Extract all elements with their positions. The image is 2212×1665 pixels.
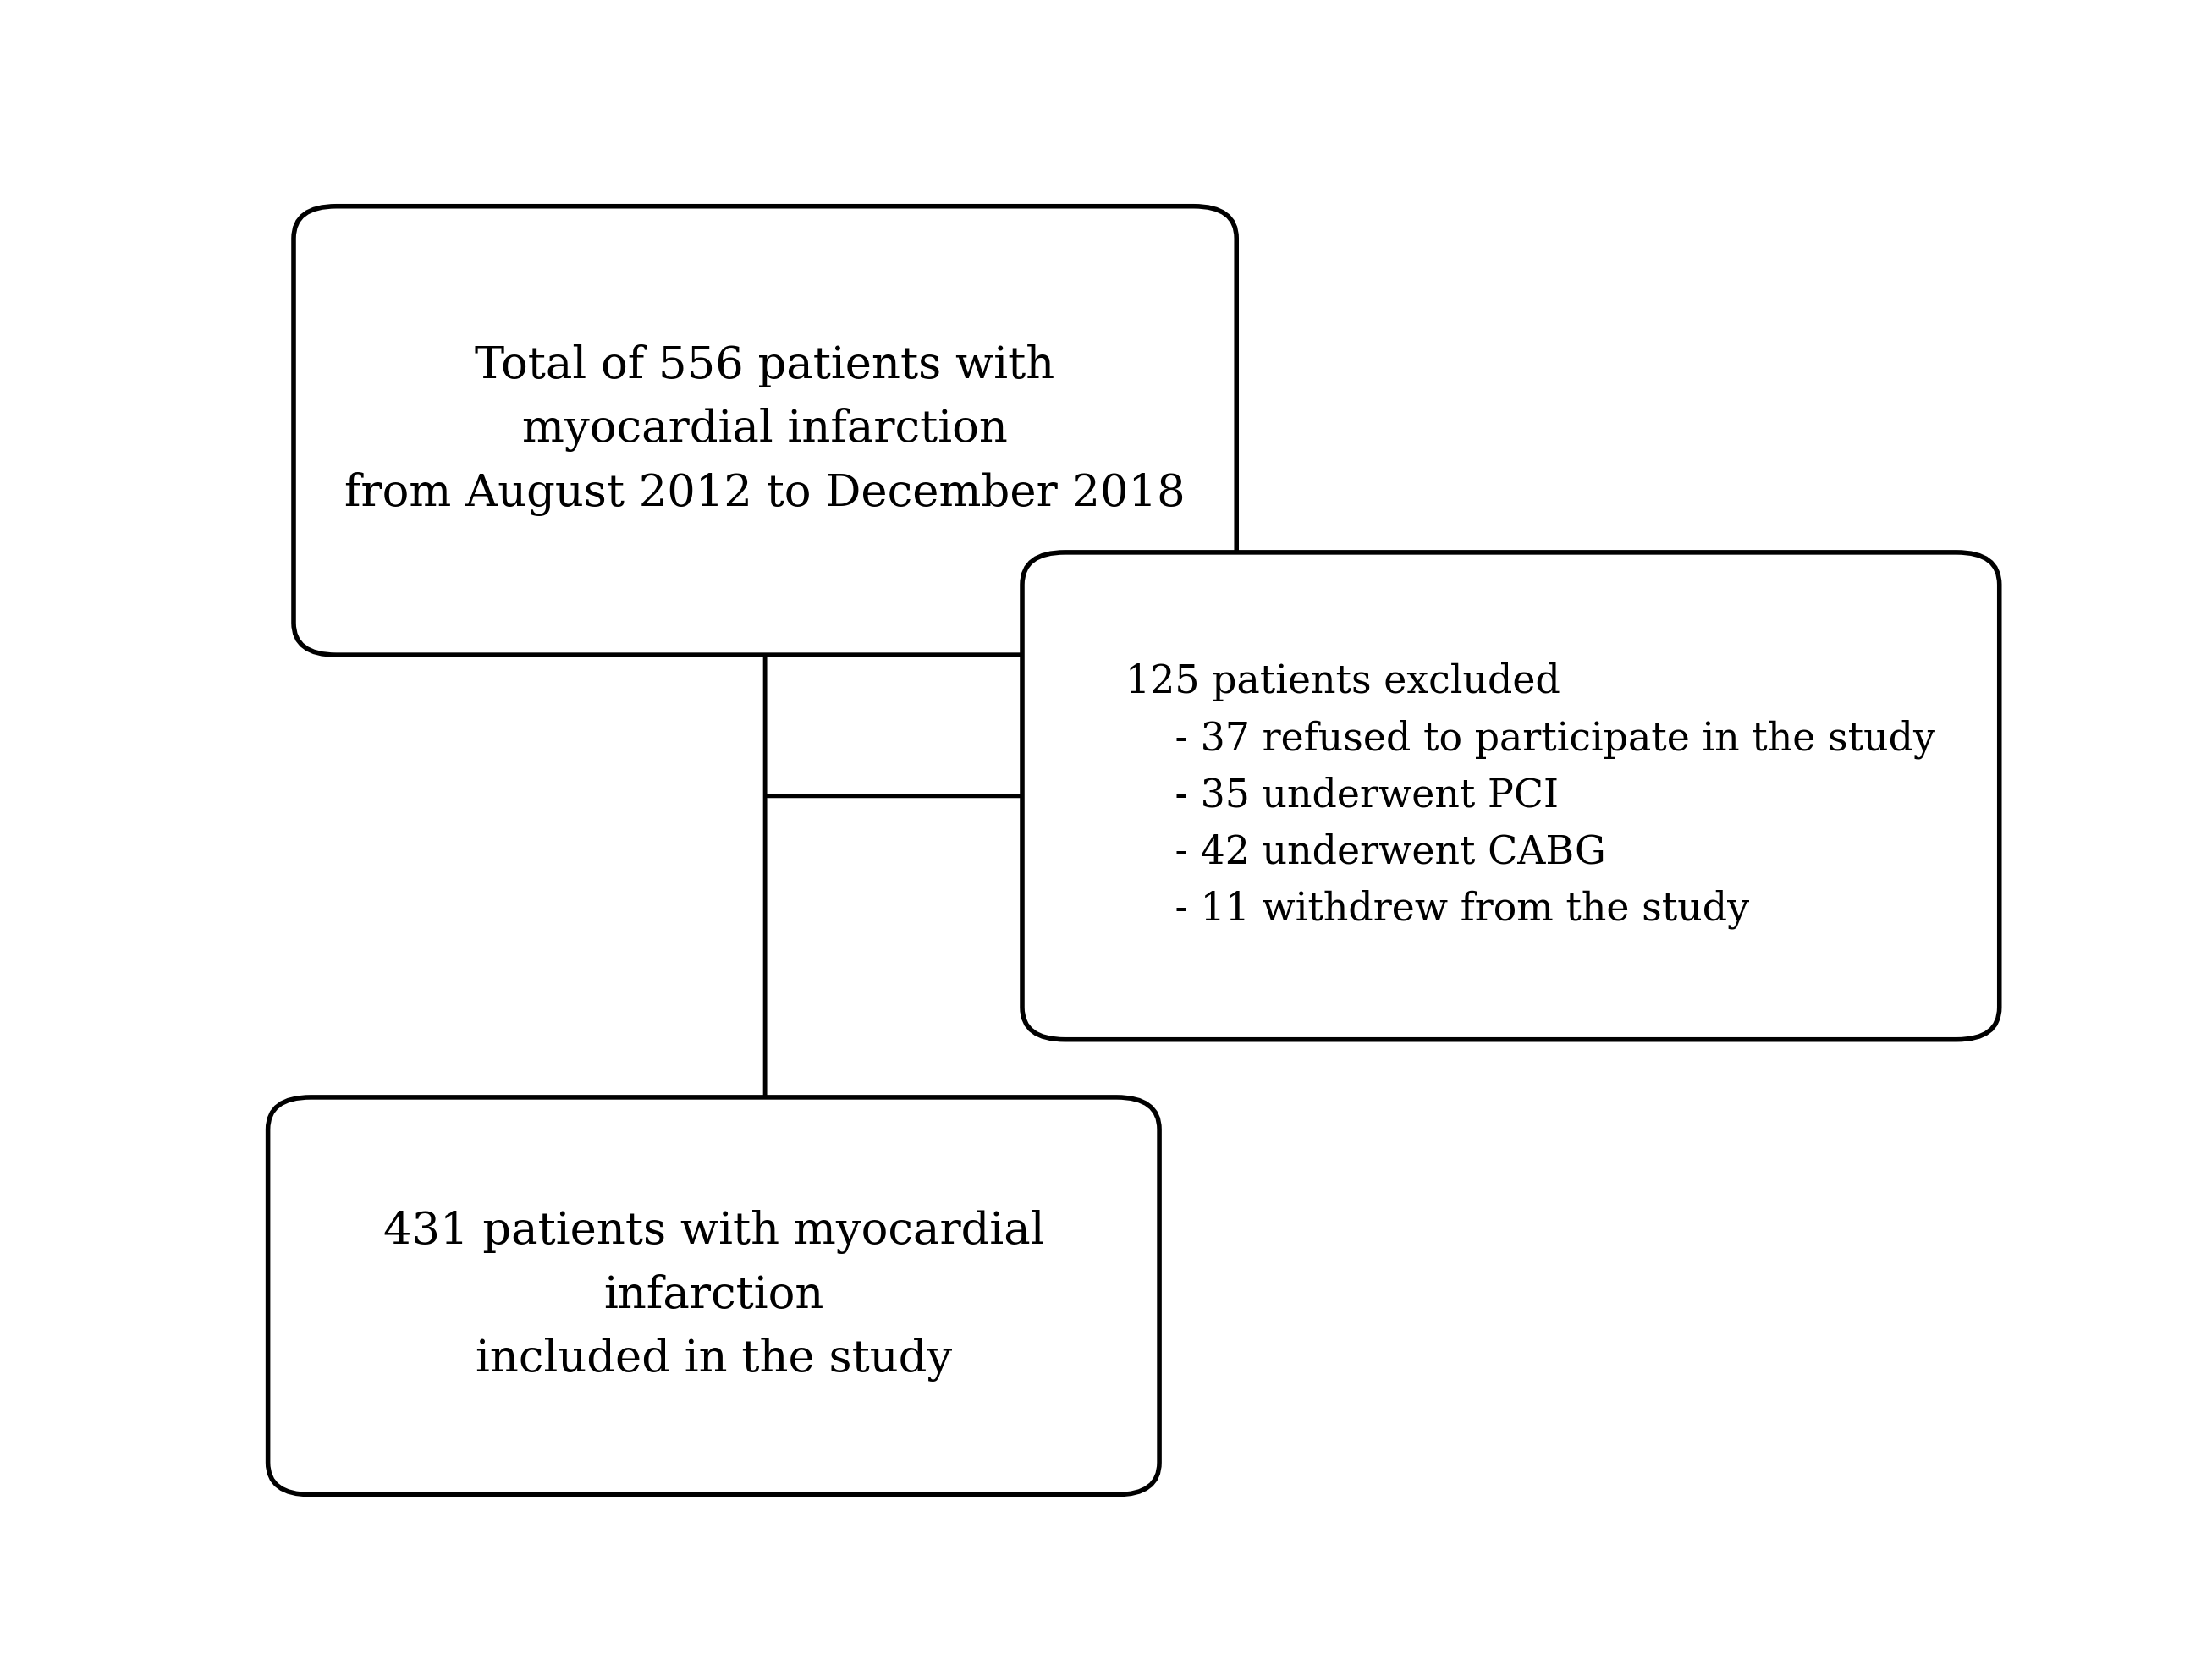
FancyBboxPatch shape xyxy=(268,1097,1159,1495)
FancyBboxPatch shape xyxy=(294,206,1237,654)
Text: 431 patients with myocardial
infarction
included in the study: 431 patients with myocardial infarction … xyxy=(383,1210,1044,1382)
FancyBboxPatch shape xyxy=(1022,553,2000,1039)
Text: Total of 556 patients with
myocardial infarction
from August 2012 to December 20: Total of 556 patients with myocardial in… xyxy=(345,345,1186,516)
Text: 125 patients excluded
    - 37 refused to participate in the study
    - 35 unde: 125 patients excluded - 37 refused to pa… xyxy=(1126,663,1936,929)
